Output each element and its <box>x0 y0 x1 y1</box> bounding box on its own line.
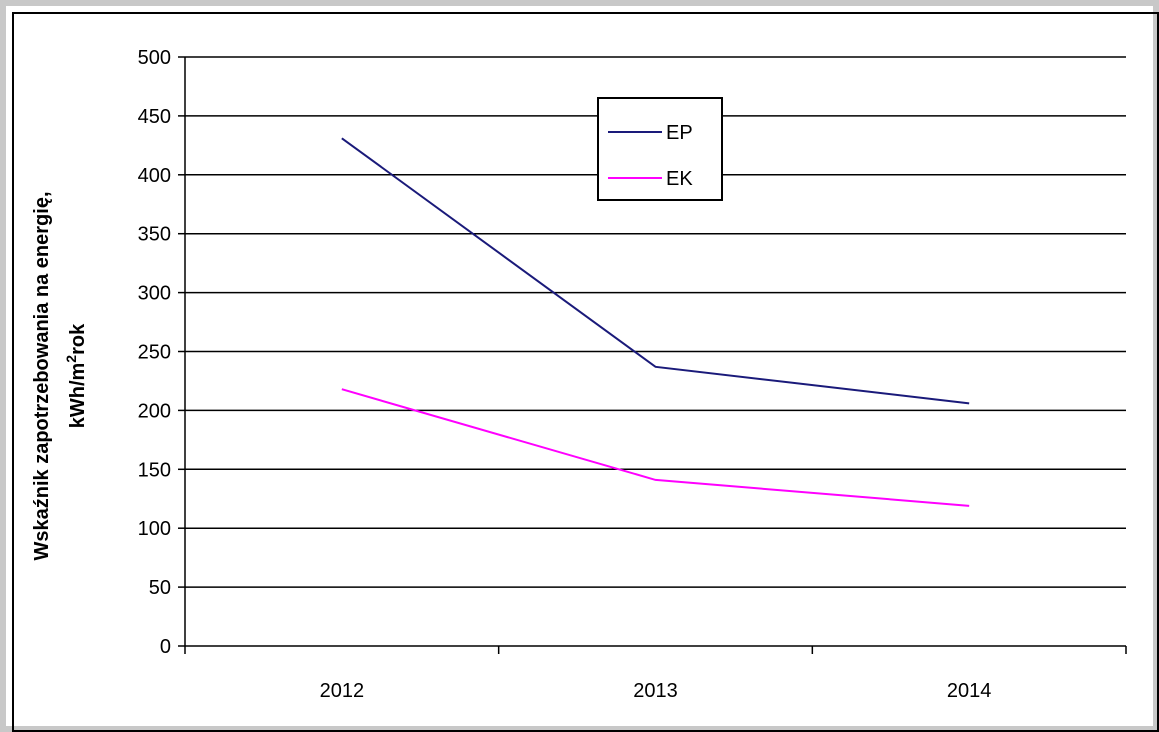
y-tick-label: 400 <box>138 165 171 187</box>
series-line-ek <box>341 388 970 507</box>
y-tick-label: 50 <box>149 577 171 599</box>
y-tick-label: 100 <box>138 518 171 540</box>
y-tick-label: 500 <box>138 47 171 69</box>
legend-label-ek: EK <box>666 168 693 190</box>
x-tick-labels: 2012 2013 2014 <box>320 680 992 702</box>
x-tick-label: 2013 <box>633 680 678 702</box>
legend-label-ep: EP <box>666 122 693 144</box>
y-tick-label: 450 <box>138 106 171 128</box>
chart-area <box>12 12 1159 732</box>
y-tick-label: 200 <box>138 400 171 422</box>
y-tick-label: 0 <box>160 636 171 658</box>
y-axis-title-unit-sup: 2 <box>63 355 79 363</box>
x-tick-label: 2014 <box>947 680 992 702</box>
y-tick-label: 250 <box>138 342 171 364</box>
axes <box>178 56 1127 654</box>
y-axis-title-unit-rest: rok <box>67 323 89 355</box>
y-tick-label: 150 <box>138 459 171 481</box>
y-axis-title-line2: kWh/m2rok <box>63 323 89 428</box>
legend: EP EK <box>597 97 723 201</box>
legend-box <box>597 97 723 201</box>
y-tick-label: 300 <box>138 283 171 305</box>
y-tick-label: 350 <box>138 224 171 246</box>
x-tick-label: 2012 <box>320 680 365 702</box>
series-lines <box>341 137 970 507</box>
y-tick-labels: 0 50 100 150 200 250 300 350 400 450 500 <box>138 47 171 658</box>
y-axis-title: Wskaźnik zapotrzebowania na energię, kWh… <box>31 192 89 561</box>
y-axis-title-unit-base: kWh/m <box>67 363 89 429</box>
y-axis-title-line1: Wskaźnik zapotrzebowania na energię, <box>31 192 53 561</box>
